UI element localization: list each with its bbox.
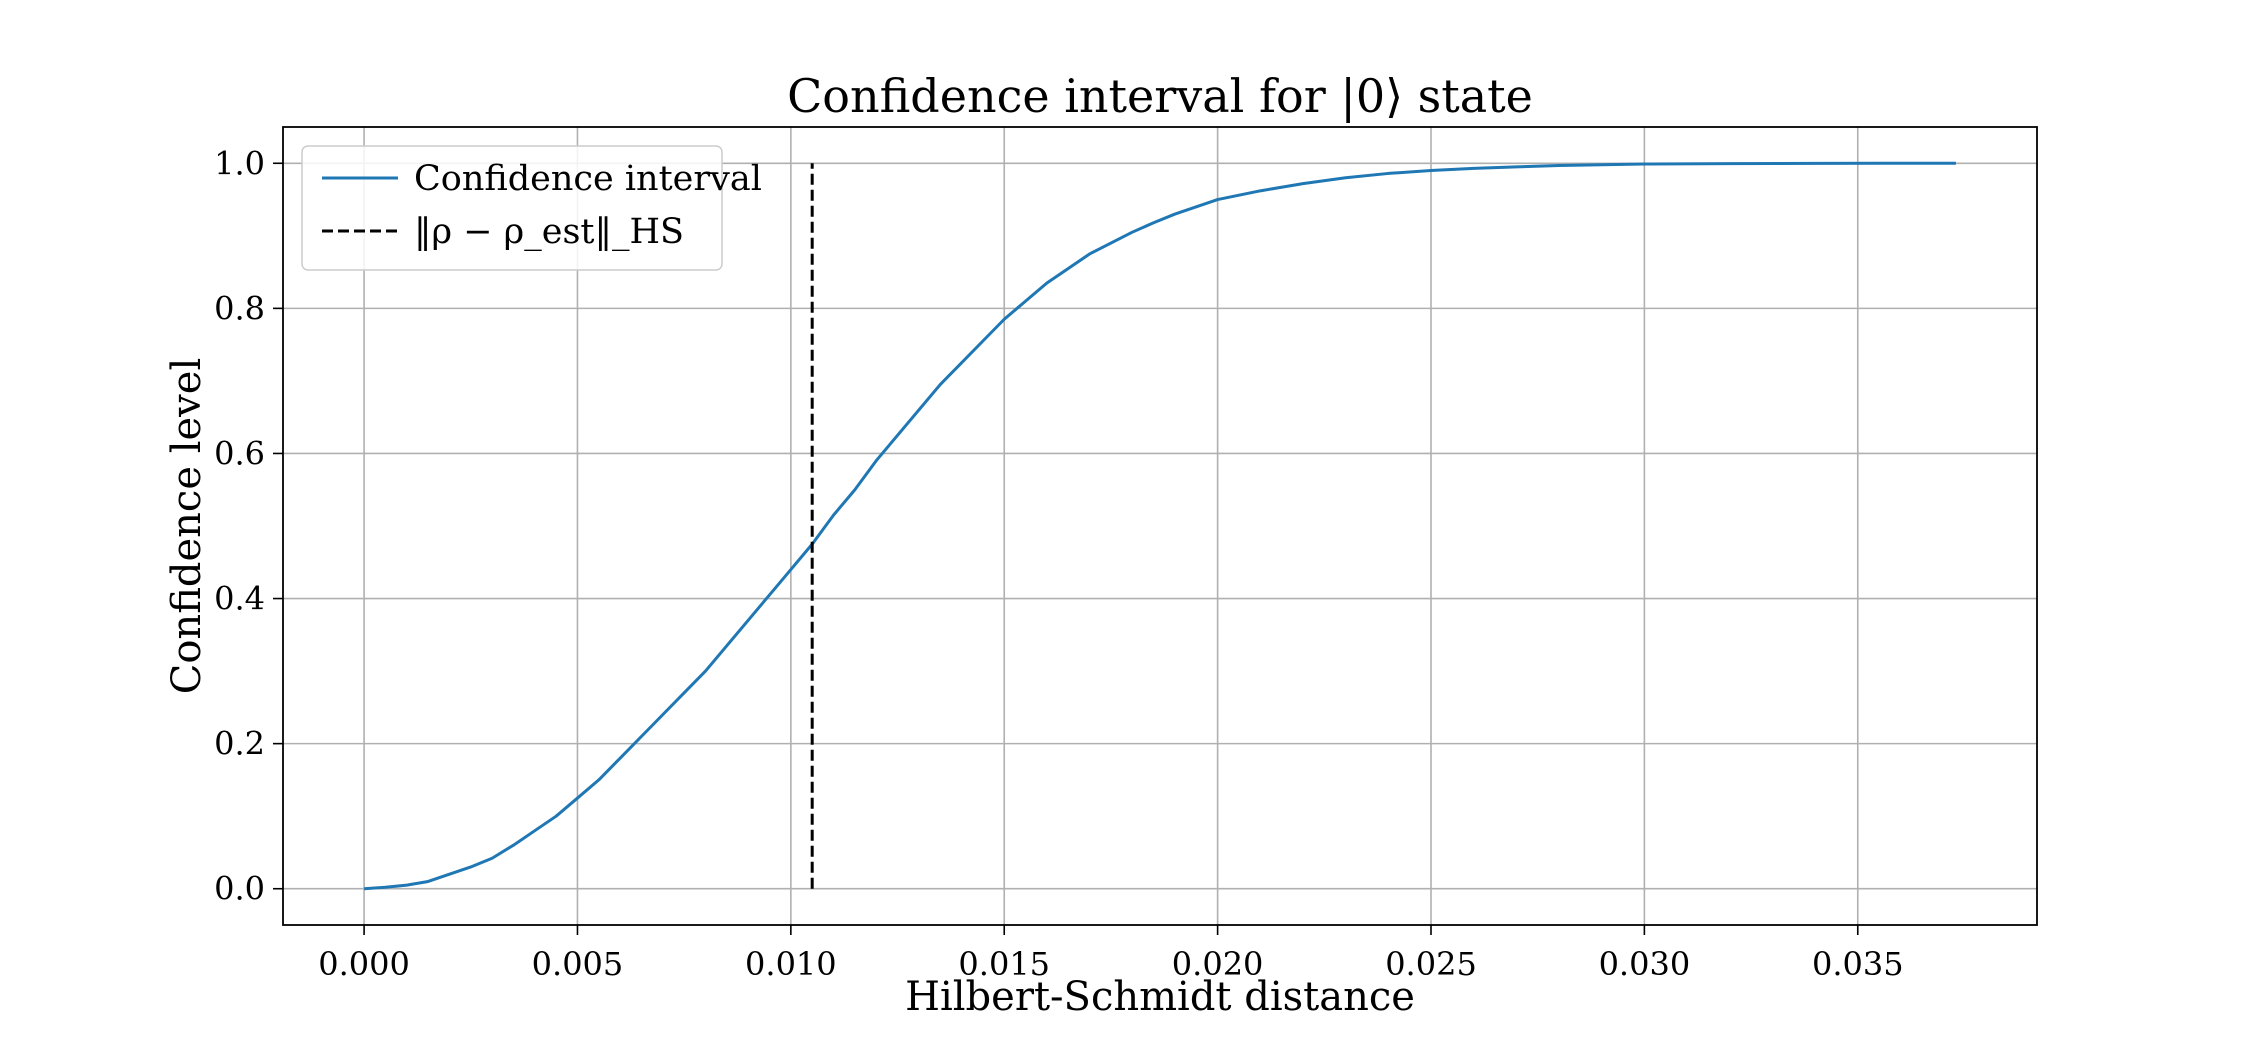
- y-tick-label: 0.6: [214, 434, 265, 472]
- y-tick-label: 1.0: [214, 144, 265, 182]
- chart-title: Confidence interval for |0⟩ state: [787, 69, 1533, 123]
- plot-frame: [282, 126, 2038, 926]
- y-axis-label: Confidence level: [164, 358, 210, 694]
- y-tick-label: 0.2: [214, 725, 265, 763]
- x-tick-label: 0.005: [532, 945, 624, 983]
- x-tick-label: 0.000: [318, 945, 410, 983]
- series-layer: [363, 161, 1956, 891]
- x-tick-label: 0.010: [745, 945, 837, 983]
- y-tick-label: 0.4: [214, 580, 265, 618]
- x-tick-label: 0.030: [1599, 945, 1691, 983]
- y-tick-label: 0.8: [214, 289, 265, 327]
- legend-label-hs-distance: ‖ρ − ρ_est‖_HS: [414, 212, 684, 252]
- y-tick-label: 0.0: [214, 870, 265, 908]
- x-axis-label: Hilbert-Schmidt distance: [905, 974, 1415, 1020]
- tick-layer: 0.000 0.005 0.010 0.015 0.020 0.025 0.030 0.035…: [214, 144, 1903, 983]
- x-tick-label: 0.020: [1172, 945, 1264, 983]
- x-tick-label: 0.025: [1385, 945, 1477, 983]
- x-tick-label: 0.035: [1812, 945, 1904, 983]
- legend-box: [301, 145, 723, 271]
- legend-label-confidence-interval: Confidence interval: [414, 159, 762, 199]
- x-tick-label: 0.015: [958, 945, 1050, 983]
- series-line-confidence-interval: [363, 161, 1956, 891]
- legend: Confidence interval ‖ρ − ρ_est‖_HS: [301, 145, 762, 271]
